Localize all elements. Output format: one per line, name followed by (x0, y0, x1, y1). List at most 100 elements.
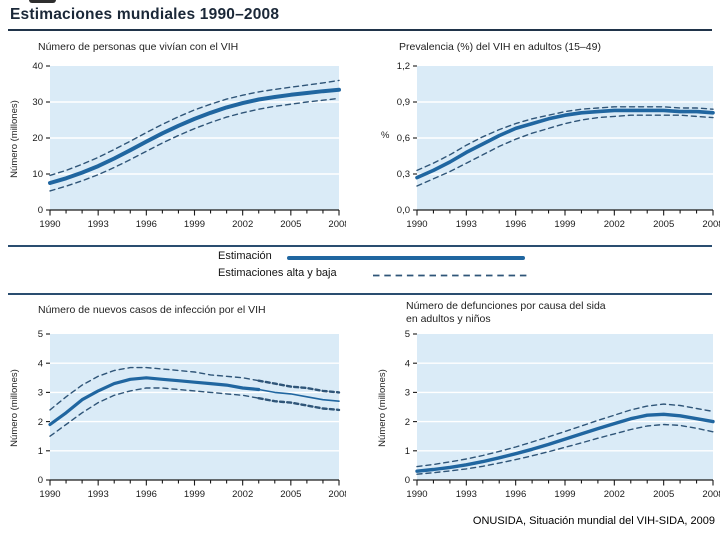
svg-text:0: 0 (405, 475, 410, 486)
svg-text:2002: 2002 (604, 489, 625, 500)
low-bound-line (416, 114, 714, 187)
estimate-line (48, 87, 341, 185)
svg-text:1: 1 (405, 446, 410, 457)
svg-text:30: 30 (32, 97, 43, 108)
svg-text:2: 2 (405, 417, 410, 428)
svg-text:1990: 1990 (39, 219, 60, 230)
x-tick-labels: 1990 1993 1996 1999 2002 2005 2008 (39, 489, 349, 500)
chart-title-deaths-line1: Número de defunciones por causa del sida (406, 300, 606, 312)
svg-text:10: 10 (32, 169, 43, 180)
svg-text:2008: 2008 (702, 489, 720, 500)
svg-text:0: 0 (38, 475, 43, 486)
legend-estimate-label: Estimación (218, 250, 272, 262)
svg-text:1993: 1993 (456, 219, 477, 230)
y-ticks-and-labels: 0 1 2 3 4 5 (405, 329, 417, 486)
svg-text:1990: 1990 (406, 489, 427, 500)
high-bound-line (49, 366, 260, 411)
svg-text:1996: 1996 (505, 219, 526, 230)
svg-text:2008: 2008 (702, 219, 720, 230)
chart-title-prevalence: Prevalencia (%) del VIH en adultos (15–4… (399, 41, 601, 53)
svg-text:3: 3 (405, 388, 410, 399)
svg-text:1999: 1999 (184, 489, 205, 500)
svg-text:2008: 2008 (328, 219, 346, 230)
y-ticks-and-labels: 0 1 2 3 4 5 (38, 329, 50, 486)
svg-text:20: 20 (32, 133, 43, 144)
svg-text:1999: 1999 (184, 219, 205, 230)
svg-text:1: 1 (38, 446, 43, 457)
chart-new-hiv-infections: 0 1 2 3 4 5 1990 1993 1996 1999 2002 2005 2008 (4, 326, 350, 513)
chart-canvas: 0,0 0,3 0,6 0,9 1,2 1990 1993 1996 1999 2002 2005 2… (397, 61, 720, 230)
chart-canvas: 0 1 2 3 4 5 1990 1993 1996 1999 2002 2005 2008 (405, 329, 720, 500)
estimate-line (257, 388, 340, 402)
low-bound-line (416, 423, 714, 475)
low-bound-line (49, 387, 260, 437)
svg-text:1993: 1993 (88, 219, 109, 230)
high-bound-line (257, 379, 341, 394)
low-bound-line (257, 397, 341, 412)
gridlines (417, 362, 713, 452)
svg-text:4: 4 (405, 358, 410, 369)
x-tick-labels: 1990 1993 1996 1999 2002 2005 2008 (406, 489, 720, 500)
svg-text:40: 40 (32, 61, 43, 72)
x-ticks (49, 210, 340, 216)
estimate-line (415, 108, 715, 180)
svg-text:1,2: 1,2 (397, 61, 410, 72)
chart-people-living-with-hiv: 0 10 20 30 40 1990 1993 1996 1999 2002 2005 2008 (4, 58, 349, 243)
svg-text:2002: 2002 (232, 219, 253, 230)
chart-title-new-infections: Número de nuevos casos de infección por … (38, 304, 266, 316)
y-ticks-and-labels: 0,0 0,3 0,6 0,9 1,2 (397, 61, 417, 216)
svg-text:1996: 1996 (136, 489, 157, 500)
svg-text:2: 2 (38, 417, 43, 428)
cropped-glyph-fragment (29, 0, 56, 3)
y-axis-label-percent: % (381, 130, 390, 141)
svg-text:2005: 2005 (653, 219, 674, 230)
svg-text:0,9: 0,9 (397, 97, 410, 108)
chart-title-people-living-with-hiv: Número de personas que vivían con el VIH (38, 41, 239, 53)
svg-text:2005: 2005 (280, 489, 301, 500)
svg-text:0,3: 0,3 (397, 169, 410, 180)
gridlines (417, 101, 713, 175)
svg-text:0,0: 0,0 (397, 205, 410, 216)
svg-text:1990: 1990 (39, 489, 60, 500)
x-tick-labels: 1990 1993 1996 1999 2002 2005 2008 (39, 219, 349, 230)
svg-text:1990: 1990 (406, 219, 427, 230)
low-bound-line (49, 97, 340, 192)
svg-text:5: 5 (405, 329, 410, 340)
svg-text:2008: 2008 (328, 489, 346, 500)
svg-text:1993: 1993 (88, 489, 109, 500)
svg-text:4: 4 (38, 358, 43, 369)
chart-canvas: 0 10 20 30 40 1990 1993 1996 1999 2002 2005 2008 (32, 61, 349, 230)
high-bound-line (416, 106, 714, 172)
legend-top-rule (8, 245, 712, 247)
chart-aids-deaths: 0 1 2 3 4 5 1990 1993 1996 1999 2002 2005 2008 (371, 326, 720, 513)
svg-text:2002: 2002 (232, 489, 253, 500)
svg-text:1999: 1999 (554, 219, 575, 230)
svg-text:2005: 2005 (280, 219, 301, 230)
plot-area (417, 334, 713, 480)
plot-area (50, 334, 339, 480)
svg-text:1996: 1996 (136, 219, 157, 230)
svg-text:2005: 2005 (653, 489, 674, 500)
legend-bottom-rule (8, 293, 712, 295)
estimate-line (415, 412, 715, 473)
svg-text:5: 5 (38, 329, 43, 340)
svg-text:1999: 1999 (554, 489, 575, 500)
svg-text:2002: 2002 (604, 219, 625, 230)
svg-text:1996: 1996 (505, 489, 526, 500)
legend-bounds-label: Estimaciones alta y baja (218, 267, 337, 279)
title-rule (8, 29, 712, 31)
svg-text:0: 0 (38, 205, 43, 216)
source-citation: ONUSIDA, Situación mundial del VIH-SIDA,… (472, 515, 715, 527)
page-title: Estimaciones mundiales 1990–2008 (10, 6, 280, 23)
high-bound-line (416, 403, 714, 468)
svg-text:3: 3 (38, 388, 43, 399)
y-ticks-and-labels: 0 10 20 30 40 (32, 61, 50, 216)
estimate-line (48, 376, 261, 427)
chart-title-deaths-line2: en adultos y niños (406, 313, 491, 325)
gridlines (50, 101, 339, 175)
x-ticks (416, 480, 714, 486)
svg-text:0,6: 0,6 (397, 133, 410, 144)
legend-estimate-line-sample (287, 256, 525, 260)
chart-canvas: 0 1 2 3 4 5 1990 1993 1996 1999 2002 2005 2008 (38, 329, 350, 500)
